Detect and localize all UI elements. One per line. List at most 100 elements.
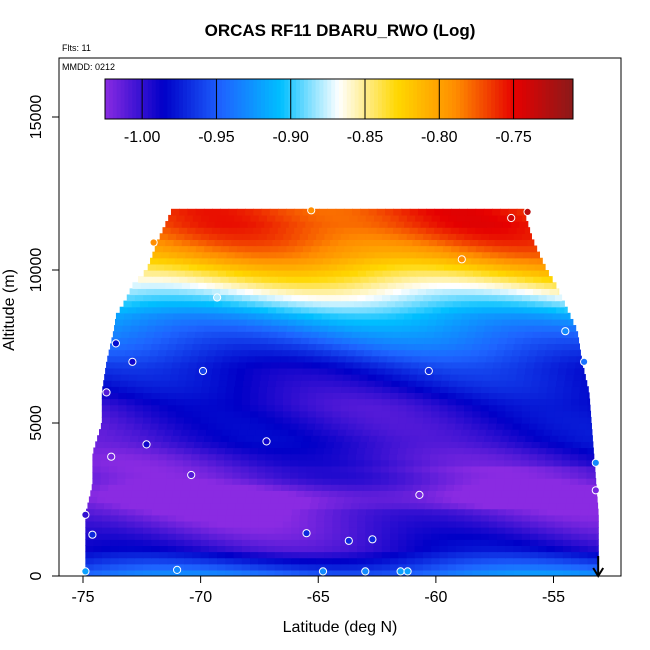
heatmap-cell [217, 545, 226, 553]
heatmap-cell [513, 557, 523, 565]
heatmap-cell [126, 539, 136, 546]
heatmap-cell [162, 435, 172, 442]
heatmap-cell [148, 312, 158, 320]
heatmap-cell [546, 551, 556, 559]
heatmap-cell [141, 349, 151, 357]
heatmap-cell [227, 374, 237, 381]
heatmap-cell [205, 263, 215, 271]
heatmap-cell [217, 392, 226, 400]
heatmap-cell [568, 312, 571, 320]
heatmap-cell [270, 496, 279, 504]
heatmap-cell [299, 533, 309, 540]
heatmap-cell [198, 312, 208, 320]
heatmap-cell [349, 270, 359, 277]
heatmap-cell [469, 221, 479, 228]
heatmap-cell [381, 520, 391, 528]
heatmap-cell [512, 349, 521, 357]
colorbar-segment [171, 79, 176, 119]
heatmap-cell [357, 404, 366, 412]
heatmap-cell [330, 221, 339, 228]
heatmap-cell [259, 306, 269, 314]
heatmap-cell [571, 527, 580, 534]
heatmap-cell [455, 551, 465, 559]
heatmap-cell [250, 294, 260, 302]
heatmap-cell [398, 514, 408, 522]
heatmap-cell [379, 282, 389, 289]
heatmap-cell [177, 337, 187, 345]
heatmap-cell [403, 300, 413, 308]
heatmap-cell [400, 374, 410, 381]
heatmap-cell [125, 453, 135, 461]
heatmap-cell [135, 386, 145, 393]
heatmap-cell [508, 245, 518, 253]
heatmap-cell [159, 294, 169, 302]
heatmap-cell [521, 404, 531, 412]
heatmap-cell [495, 478, 505, 485]
heatmap-cell [171, 325, 181, 332]
heatmap-cell [192, 404, 202, 412]
heatmap-cell [455, 343, 465, 351]
heatmap-cell [479, 478, 489, 485]
heatmap-cell [233, 447, 243, 455]
sample-point [81, 567, 90, 576]
heatmap-cell [310, 374, 319, 381]
heatmap-cell [459, 325, 469, 332]
heatmap-cell [157, 282, 166, 289]
sample-point [198, 366, 208, 376]
heatmap-cell [578, 423, 588, 430]
heatmap-cell [511, 239, 520, 247]
heatmap-cell [225, 551, 235, 559]
heatmap-cell [138, 325, 148, 332]
heatmap-cell [518, 300, 528, 308]
heatmap-cell [225, 410, 235, 418]
heatmap-cell [210, 380, 220, 387]
heatmap-cell [212, 245, 222, 253]
heatmap-cell [226, 306, 236, 314]
heatmap-cell [207, 459, 217, 467]
heatmap-cell [114, 361, 124, 369]
heatmap-cell [579, 386, 589, 393]
heatmap-cell [456, 214, 466, 222]
heatmap-cell [361, 325, 370, 332]
heatmap-cell [177, 251, 186, 259]
heatmap-cell [367, 374, 377, 381]
heatmap-cell [555, 508, 565, 516]
heatmap-cell [572, 441, 582, 449]
heatmap-cell [464, 520, 473, 528]
heatmap-cell [110, 539, 119, 546]
heatmap-cell [168, 214, 177, 222]
heatmap-cell [483, 331, 493, 338]
heatmap-cell [184, 508, 194, 516]
heatmap-cell [469, 282, 479, 289]
heatmap-cell [524, 227, 531, 234]
heatmap-cell [258, 404, 268, 412]
sample-point [591, 458, 600, 467]
heatmap-cell [177, 441, 187, 449]
heatmap-cell [314, 459, 324, 467]
heatmap-cell [576, 429, 586, 436]
heatmap-cell [420, 221, 430, 228]
heatmap-cell [480, 569, 490, 576]
heatmap-cell [529, 545, 539, 553]
heatmap-cell [219, 331, 229, 338]
heatmap-cell [112, 502, 121, 510]
heatmap-cell [192, 214, 202, 222]
heatmap-cell [348, 527, 358, 534]
heatmap-cell [174, 478, 184, 485]
heatmap-cell [370, 429, 380, 436]
heatmap-cell [171, 496, 181, 504]
heatmap-cell [485, 355, 495, 363]
heatmap-cell [432, 380, 442, 387]
heatmap-cell [166, 423, 176, 430]
heatmap-cell [579, 447, 588, 455]
colorbar-segment [272, 79, 278, 119]
heatmap-cell [282, 416, 292, 424]
heatmap-cell [200, 551, 210, 559]
heatmap-cell [291, 214, 301, 222]
heatmap-cell [551, 490, 561, 498]
heatmap-cell [428, 312, 438, 320]
heatmap-cell [431, 533, 440, 540]
heatmap-cell [225, 539, 235, 546]
heatmap-cell [498, 337, 508, 345]
